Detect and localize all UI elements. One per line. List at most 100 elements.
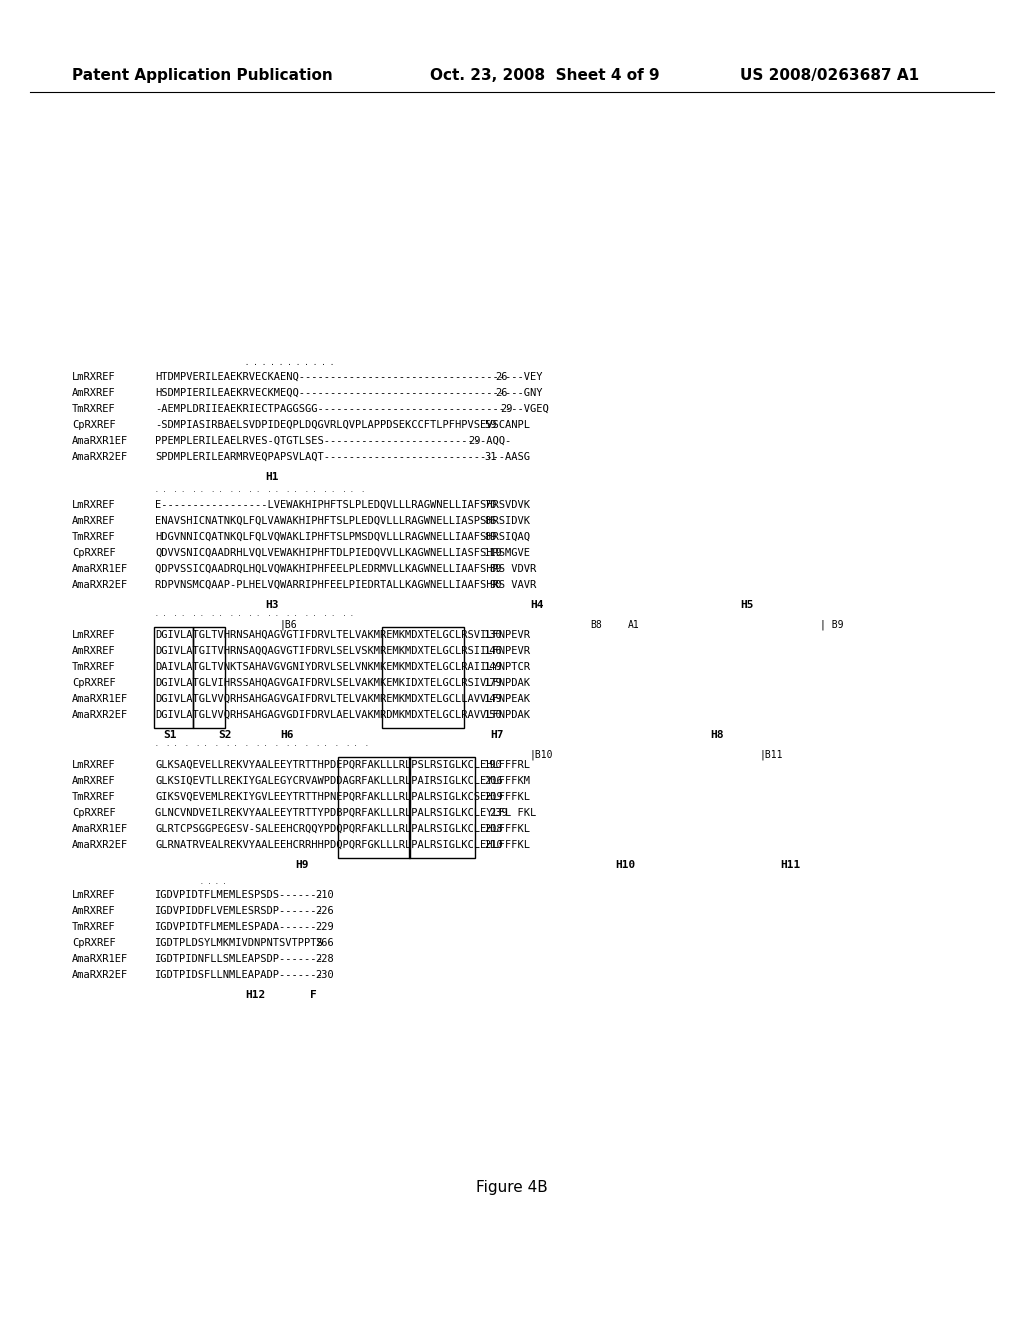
Text: 31: 31 bbox=[484, 451, 497, 462]
Text: CpRXREF: CpRXREF bbox=[72, 678, 116, 688]
Text: SPDMPLERILEARMRVEQPAPSVLAQT-----------------------------AASG: SPDMPLERILEARMRVEQPAPSVLAQT-------------… bbox=[155, 451, 530, 462]
Text: GIKSVQEVEMLREKIYGVLEEYTRTTHPNEPQRFAKLLLRLPALRSIGLKCSEHLFFFKL: GIKSVQEVEMLREKIYGVLEEYTRTTHPNEPQRFAKLLLR… bbox=[155, 792, 530, 803]
Text: GLRTCPSGGPEGESV-SALEEHCRQQYPDQPQRFAKLLLRLPALRSIGLKCLEHLFFFKL: GLRTCPSGGPEGESV-SALEEHCRQQYPDQPQRFAKLLLR… bbox=[155, 824, 530, 834]
Text: 266: 266 bbox=[314, 939, 334, 948]
Text: HDGVNNICQATNKQLFQLVQWAKLIPHFTSLPMSDQVLLLRAGWNELLIAAFSHRSIQAQ: HDGVNNICQATNKQLFQLVQWAKLIPHFTSLPMSDQVLLL… bbox=[155, 532, 530, 543]
Text: RDPVNSMCQAAP-PLHELVQWARRIPHFEELPIEDRTALLKAGWNELLIAAFSHRS VAVR: RDPVNSMCQAAP-PLHELVQWARRIPHFEELPIEDRTALL… bbox=[155, 579, 537, 590]
Text: 90: 90 bbox=[489, 579, 502, 590]
Text: GLKSIQEVTLLREKIYGALEGYСRVAWPDDAGRFAKLLLRLPAIRSIGLKCLEYLFFFKM: GLKSIQEVTLLREKIYGALEGYСRVAWPDDAGRFAKLLLR… bbox=[155, 776, 530, 785]
Text: H4: H4 bbox=[530, 601, 544, 610]
Text: H6: H6 bbox=[280, 730, 294, 741]
Text: 239: 239 bbox=[489, 808, 508, 818]
Text: AmaRXR1EF: AmaRXR1EF bbox=[72, 564, 128, 574]
Text: B8: B8 bbox=[590, 620, 602, 630]
Text: TmRXREF: TmRXREF bbox=[72, 404, 116, 414]
Text: CpRXREF: CpRXREF bbox=[72, 939, 116, 948]
Text: 150: 150 bbox=[484, 710, 503, 719]
Text: DGIVLATGLVIHRSSAHQAGVGAIFDRVLSELVAKMKEMKIDXTELGCLRSIVLFNPDAK: DGIVLATGLVIHRSSAHQAGVGAIFDRVLSELVAKMKEMK… bbox=[155, 678, 530, 688]
Text: H10: H10 bbox=[615, 861, 635, 870]
Text: Figure 4B: Figure 4B bbox=[476, 1180, 548, 1195]
Text: 130: 130 bbox=[484, 630, 503, 640]
Text: TmRXREF: TmRXREF bbox=[72, 921, 116, 932]
Text: 70: 70 bbox=[484, 500, 497, 510]
Text: 179: 179 bbox=[484, 678, 503, 688]
Text: -SDMPIASIRBAELSVDPIDEQPLDQGVRLQVPLAPPDSEKCСFTLPFHPVSEVSCANPL: -SDMPIASIRBAELSVDPIDEQPLDQGVRLQVPLAPPDSE… bbox=[155, 420, 530, 430]
Text: 228: 228 bbox=[314, 954, 334, 964]
Text: CpRXREF: CpRXREF bbox=[72, 808, 116, 818]
Text: 146: 146 bbox=[484, 645, 503, 656]
Bar bbox=[382, 627, 464, 729]
Text: TmRXREF: TmRXREF bbox=[72, 532, 116, 543]
Text: HSDMPIERILEAEKRVECKMEQQ------------------------------------GNY: HSDMPIERILEAEKRVECKMEQQ-----------------… bbox=[155, 388, 543, 399]
Text: AmRXREF: AmRXREF bbox=[72, 645, 116, 656]
Bar bbox=[193, 627, 225, 729]
Text: 208: 208 bbox=[484, 824, 503, 834]
Text: AmRXREF: AmRXREF bbox=[72, 388, 116, 399]
Text: PPEMPLERILEAELRVES-QTGTLSES--------------------------AQQ-: PPEMPLERILEAELRVES-QTGTLSES-------------… bbox=[155, 436, 511, 446]
Text: 149: 149 bbox=[484, 663, 503, 672]
Text: AmRXREF: AmRXREF bbox=[72, 516, 116, 525]
Text: S2: S2 bbox=[218, 730, 231, 741]
Text: DGIVLATGLVVQRHSAHGAGVGDIFDRVLAELVAKMRDMKMDXTELGCLRAVVLFNPDAK: DGIVLATGLVVQRHSAHGAGVGDIFDRVLAELVAKMRDMK… bbox=[155, 710, 530, 719]
Text: . .  . .  . .  . .  . .  . .  . .  . .  . .  . .  . .  .: . . . . . . . . . . . . . . . . . . . . … bbox=[155, 488, 365, 492]
Text: IGDTPLDSYLMKMIVDNPNTSVTPPTS: IGDTPLDSYLMKMIVDNPNTSVTPPTS bbox=[155, 939, 324, 948]
Text: AmaRXR1EF: AmaRXR1EF bbox=[72, 954, 128, 964]
Text: AmaRXR1EF: AmaRXR1EF bbox=[72, 824, 128, 834]
Text: H12: H12 bbox=[245, 990, 265, 1001]
Bar bbox=[338, 756, 410, 858]
Text: 26: 26 bbox=[495, 372, 508, 381]
Text: 226: 226 bbox=[314, 906, 334, 916]
Text: 59: 59 bbox=[484, 420, 497, 430]
Text: 149: 149 bbox=[484, 694, 503, 704]
Text: GLKSAQEVELLREKVYAALEEYTRTTHPDEPQRFAKLLLRLPSLRSIGLKCLEHLFFFRL: GLKSAQEVELLREKVYAALEEYTRTTHPDEPQRFAKLLLR… bbox=[155, 760, 530, 770]
Text: IGDVPIDTFLMEMLESPSDS-------: IGDVPIDTFLMEMLESPSDS------- bbox=[155, 890, 324, 900]
Text: QDVVSNICQAADRHLVQLVEWAKHIPHFTDLPIEDQVVLLKAGWNELLIASFSHRSMGVE: QDVVSNICQAADRHLVQLVEWAKHIPHFTDLPIEDQVVLL… bbox=[155, 548, 530, 558]
Text: |B10: |B10 bbox=[530, 750, 554, 760]
Text: IGDVPIDDFLVEMLESRSDP-------: IGDVPIDDFLVEMLESRSDP------- bbox=[155, 906, 324, 916]
Text: IGDTPIDSFLLNMLEAPADP-------: IGDTPIDSFLLNMLEAPADP------- bbox=[155, 970, 324, 979]
Text: 29: 29 bbox=[501, 404, 513, 414]
Text: | B9: | B9 bbox=[820, 620, 844, 631]
Text: . . . .: . . . . bbox=[200, 880, 226, 884]
Text: LmRXREF: LmRXREF bbox=[72, 372, 116, 381]
Text: AmaRXR1EF: AmaRXR1EF bbox=[72, 436, 128, 446]
Text: H3: H3 bbox=[265, 601, 279, 610]
Text: GLNCVNDVEILREKVYAALEEYTRTTYPDBPQRFAKLLLRLPALRSIGLKCLEYLFL FKL: GLNCVNDVEILREKVYAALEEYTRTTYPDBPQRFAKLLLR… bbox=[155, 808, 537, 818]
Text: GLRNATRVEALREKVYAALEEHCRRHHPDQPQRFGKLLLRLPALRSIGLKCLEHLFFFKL: GLRNATRVEALREKVYAALEEHCRRHHPDQPQRFGKLLLR… bbox=[155, 840, 530, 850]
Text: AmRXREF: AmRXREF bbox=[72, 906, 116, 916]
Text: S1: S1 bbox=[163, 730, 176, 741]
Text: Patent Application Publication: Patent Application Publication bbox=[72, 69, 333, 83]
Text: DAIVLATGLTVNKTSAHAVGVGNIYDRVLSELVNKMKEMKMDXTELGCLRAIILYNPTCR: DAIVLATGLTVNKTSAHAVGVGNIYDRVLSELVNKMKEMK… bbox=[155, 663, 530, 672]
Text: HTDMPVERILEAEKRVECKAENQ------------------------------------VEY: HTDMPVERILEAEKRVECKAENQ-----------------… bbox=[155, 372, 543, 381]
Text: .  . .  .  . .  .  . .  .  . .  .  . .  .  . .  .  . .  .: . . . . . . . . . . . . . . . . . . . . … bbox=[155, 742, 369, 747]
Text: |B6: |B6 bbox=[280, 620, 298, 631]
Text: ENAVSHICNATNKQLFQLVAWAKHIPHFTSLPLEDQVLLLRAGWNELLIASPSHRSIDVK: ENAVSHICNATNKQLFQLVAWAKHIPHFTSLPLEDQVLLL… bbox=[155, 516, 530, 525]
Text: LmRXREF: LmRXREF bbox=[72, 630, 116, 640]
Text: H5: H5 bbox=[740, 601, 754, 610]
Text: |B11: |B11 bbox=[760, 750, 783, 760]
Text: DGIVLATGITVHRNSAQQAGVGTIFDRVLSELVSKMREMKMDXTELGCLRSIILFNPEVR: DGIVLATGITVHRNSAQQAGVGTIFDRVLSELVSKMREMK… bbox=[155, 645, 530, 656]
Text: AmaRXR2EF: AmaRXR2EF bbox=[72, 710, 128, 719]
Text: DGIVLATGLTVHRNSAHQAGVGTIFDRVLTELVAKMREMKMDXTELGCLRSVILFNPEVR: DGIVLATGLTVHRNSAHQAGVGTIFDRVLTELVAKMREMK… bbox=[155, 630, 530, 640]
Text: 86: 86 bbox=[484, 516, 497, 525]
Text: . . . . . . . . . . .: . . . . . . . . . . . bbox=[245, 360, 334, 366]
Text: H7: H7 bbox=[490, 730, 504, 741]
Text: CpRXREF: CpRXREF bbox=[72, 548, 116, 558]
Text: TmRXREF: TmRXREF bbox=[72, 663, 116, 672]
Text: 209: 209 bbox=[484, 792, 503, 803]
Text: LmRXREF: LmRXREF bbox=[72, 890, 116, 900]
Text: US 2008/0263687 A1: US 2008/0263687 A1 bbox=[740, 69, 920, 83]
Text: DGIVLATGLVVQRHSAHGAGVGAIFDRVLTELVAKMREMKMDXTELGCLLAVVLFNPEAK: DGIVLATGLVVQRHSAHGAGVGAIFDRVLTELVAKMREMK… bbox=[155, 694, 530, 704]
Text: 89: 89 bbox=[484, 532, 497, 543]
Text: 119: 119 bbox=[484, 548, 503, 558]
Text: A1: A1 bbox=[628, 620, 640, 630]
Text: CpRXREF: CpRXREF bbox=[72, 420, 116, 430]
Text: IGDTPIDNFLLSMLEAPSDP-------: IGDTPIDNFLLSMLEAPSDP------- bbox=[155, 954, 324, 964]
Text: H8: H8 bbox=[710, 730, 724, 741]
Text: AmaRXR2EF: AmaRXR2EF bbox=[72, 840, 128, 850]
Text: 89: 89 bbox=[489, 564, 502, 574]
Text: AmaRXR2EF: AmaRXR2EF bbox=[72, 579, 128, 590]
Bar bbox=[154, 627, 193, 729]
Text: 26: 26 bbox=[495, 388, 508, 399]
Text: 206: 206 bbox=[484, 776, 503, 785]
